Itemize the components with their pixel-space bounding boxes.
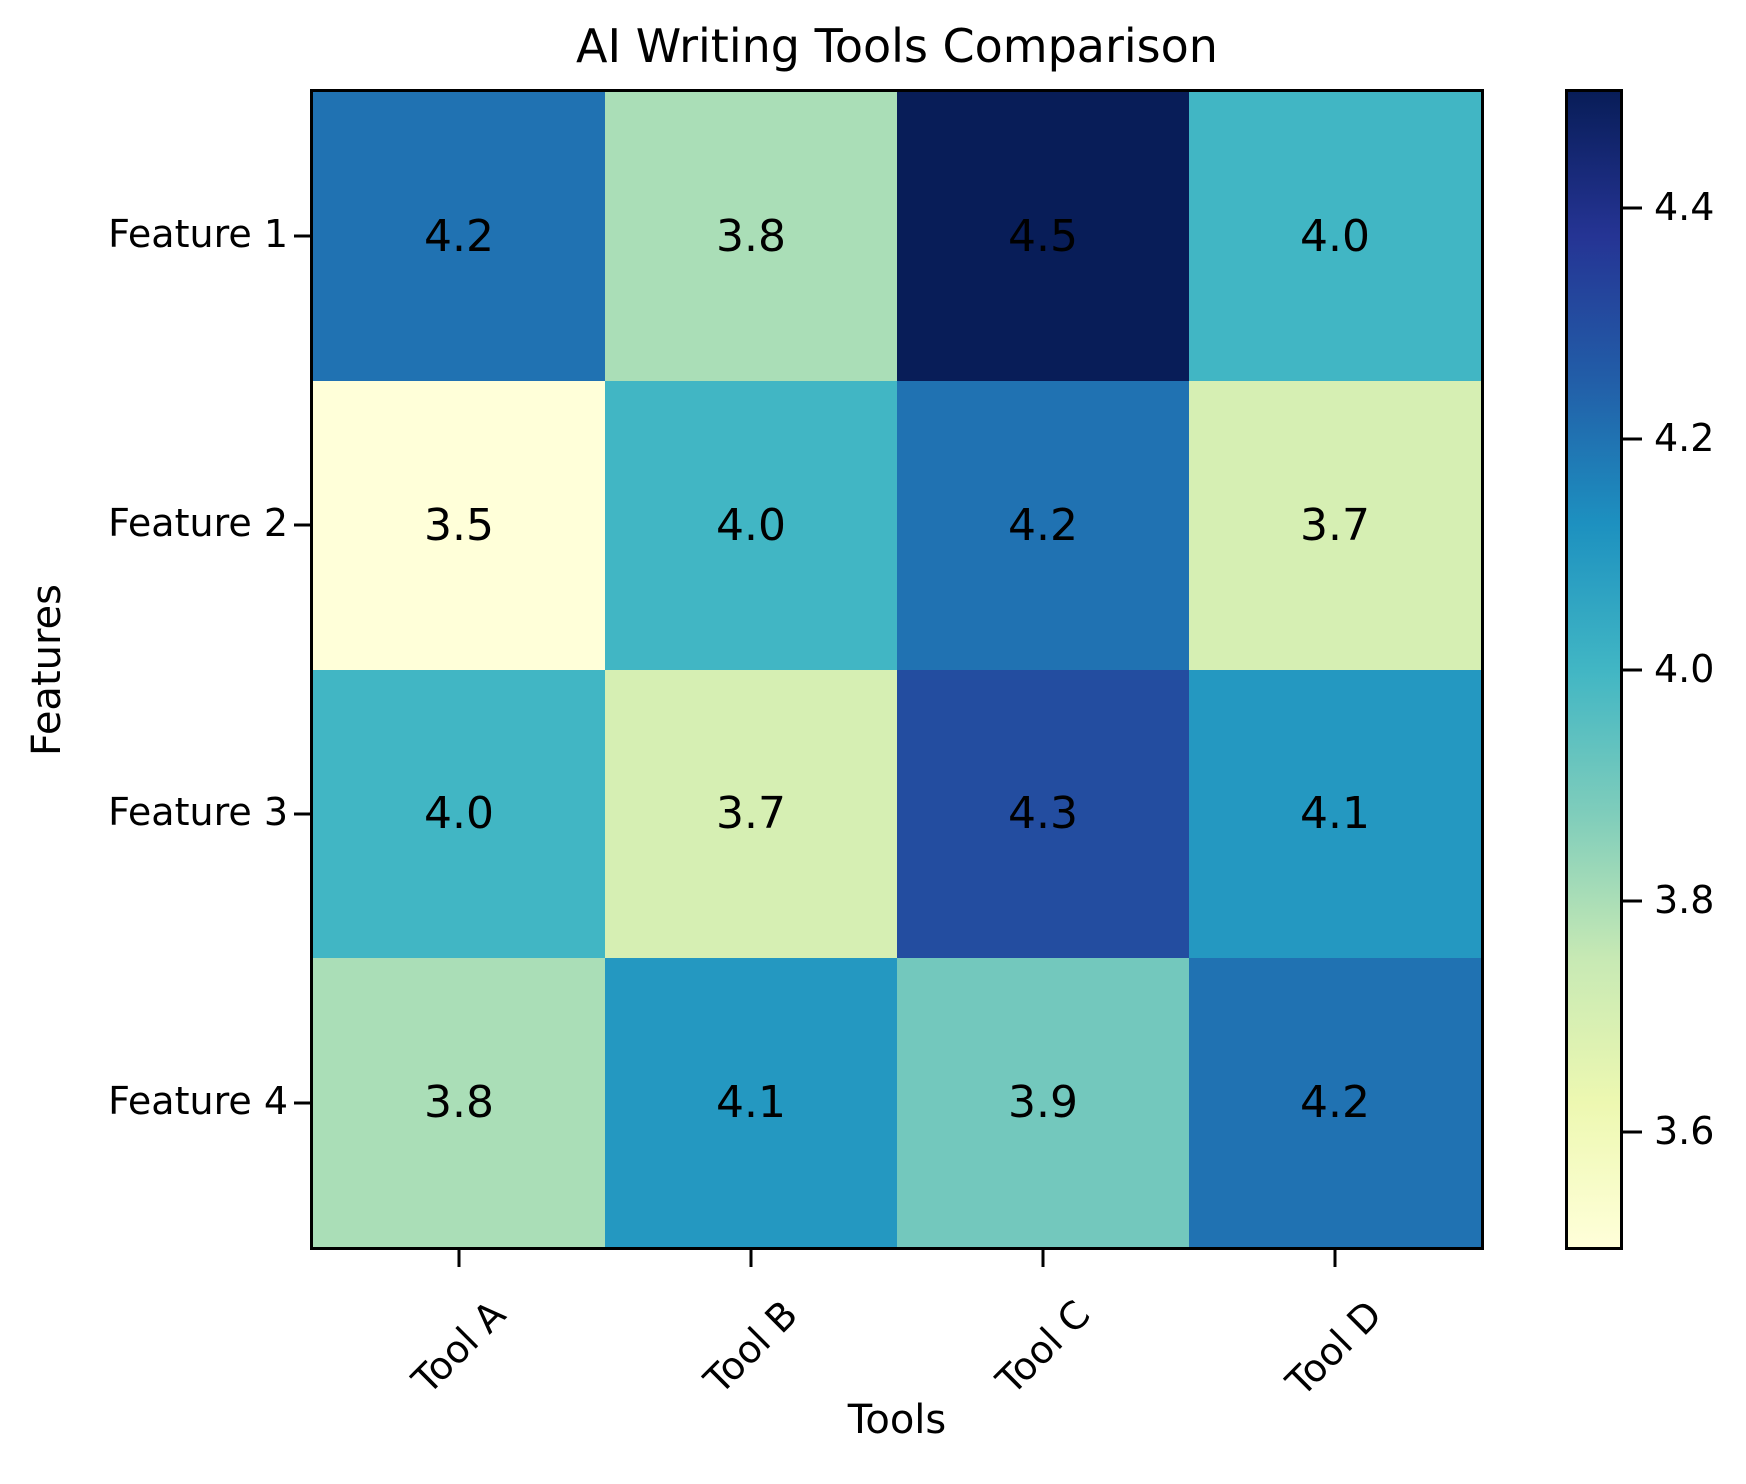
y-tick-label: Feature 1 — [108, 212, 288, 257]
y-axis-label: Features — [24, 584, 70, 756]
x-tick-mark — [1041, 1250, 1045, 1267]
colorbar-tick-label: 3.6 — [1654, 1108, 1715, 1153]
cell-value: 4.5 — [1008, 210, 1078, 262]
heatmap-cell: 4.2 — [897, 380, 1189, 670]
heatmap-cell: 4.0 — [605, 380, 897, 670]
heatmap-cell: 3.7 — [605, 669, 897, 959]
cell-value: 4.0 — [716, 499, 786, 551]
y-tick-mark — [294, 1101, 311, 1105]
heatmap-cell: 4.1 — [1189, 669, 1481, 959]
y-tick-label: Feature 2 — [108, 501, 288, 546]
cell-value: 3.8 — [424, 1077, 494, 1129]
cell-value: 3.7 — [716, 788, 786, 840]
cell-value: 4.2 — [1300, 1077, 1370, 1129]
x-tick-mark — [457, 1250, 461, 1267]
heatmap-cell: 4.2 — [1189, 958, 1481, 1247]
heatmap-cell: 4.5 — [897, 92, 1189, 381]
colorbar-tick-label: 4.4 — [1654, 184, 1715, 229]
cell-value: 4.2 — [424, 210, 494, 262]
heatmap-cell: 4.1 — [605, 958, 897, 1247]
colorbar-tick-mark — [1623, 668, 1642, 671]
heatmap-cell: 3.8 — [313, 958, 605, 1247]
cell-value: 4.0 — [424, 788, 494, 840]
colorbar-tick-mark — [1623, 1130, 1642, 1133]
x-tick-label: Tool A — [403, 1292, 515, 1403]
chart-title: AI Writing Tools Comparison — [576, 19, 1218, 73]
heatmap-cell: 3.7 — [1189, 380, 1481, 670]
colorbar-gradient — [1568, 92, 1620, 1247]
cell-value: 4.2 — [1008, 499, 1078, 551]
y-tick-mark — [294, 523, 311, 527]
heatmap-cell: 4.3 — [897, 669, 1189, 959]
heatmap-cell: 3.5 — [313, 380, 605, 670]
cell-value: 3.5 — [424, 499, 494, 551]
colorbar-tick-mark — [1623, 206, 1642, 209]
x-tick-label: Tool B — [695, 1292, 807, 1403]
cell-value: 4.0 — [1300, 210, 1370, 262]
colorbar-tick-label: 3.8 — [1654, 877, 1715, 922]
x-tick-label: Tool C — [987, 1292, 1099, 1403]
heatmap-cell: 3.9 — [897, 958, 1189, 1247]
heatmap-plot-area: 4.2 3.8 4.5 4.0 3.5 4.0 4.2 3.7 4.0 3.7 4.3 4.1 3.8 4… — [310, 89, 1484, 1250]
heatmap-cell: 4.0 — [313, 669, 605, 959]
x-tick-label: Tool D — [1277, 1292, 1391, 1405]
heatmap-cell: 4.2 — [313, 92, 605, 381]
colorbar-tick-label: 4.0 — [1654, 646, 1715, 691]
y-tick-mark — [294, 812, 311, 816]
x-tick-mark — [1333, 1250, 1337, 1267]
y-tick-label: Feature 3 — [108, 790, 288, 835]
heatmap-cell: 3.8 — [605, 92, 897, 381]
cell-value: 4.1 — [1300, 788, 1370, 840]
heatmap-cell: 4.0 — [1189, 92, 1481, 381]
colorbar-tick-mark — [1623, 437, 1642, 440]
cell-value: 3.9 — [1008, 1077, 1078, 1129]
x-tick-mark — [749, 1250, 753, 1267]
cell-value: 3.7 — [1300, 499, 1370, 551]
cell-value: 3.8 — [716, 210, 786, 262]
y-tick-label: Feature 4 — [108, 1078, 288, 1123]
colorbar-tick-label: 4.2 — [1654, 415, 1715, 460]
cell-value: 4.3 — [1008, 788, 1078, 840]
x-axis-label: Tools — [847, 1397, 947, 1443]
y-tick-mark — [294, 234, 311, 238]
cell-value: 4.1 — [716, 1077, 786, 1129]
colorbar — [1565, 89, 1623, 1250]
colorbar-tick-mark — [1623, 899, 1642, 902]
